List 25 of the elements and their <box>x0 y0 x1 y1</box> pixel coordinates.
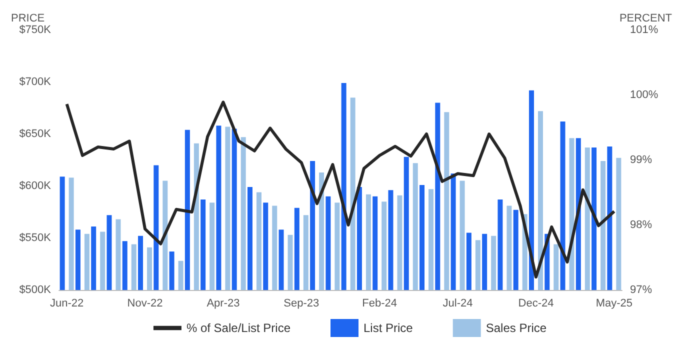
legend-label: Sales Price <box>486 321 547 335</box>
line-series <box>65 100 616 278</box>
y2-tick-label: 99% <box>630 154 652 166</box>
y2-tick-label: 100% <box>630 89 658 101</box>
y2-tick-label: 98% <box>630 219 652 231</box>
legend-label: List Price <box>364 321 414 335</box>
y2-tick-label: 97% <box>630 284 652 296</box>
y-axis-title: PRICE <box>11 12 45 24</box>
x-tick-label: Feb-24 <box>362 298 398 310</box>
x-tick-label: Jul-24 <box>442 298 473 310</box>
x-tick-label: Jun-22 <box>50 298 84 310</box>
y-tick-label: $750K <box>19 24 52 36</box>
y-tick-label: $700K <box>19 76 52 88</box>
x-tick-label: Sep-23 <box>284 298 320 310</box>
y2-axis-title: PERCENT <box>619 12 672 24</box>
y-tick-label: $500K <box>19 284 52 296</box>
x-tick-label: Nov-22 <box>127 298 163 310</box>
y2-tick-label: 101% <box>630 24 658 36</box>
y-tick-label: $550K <box>19 232 52 244</box>
y-tick-label: $600K <box>19 180 52 192</box>
legend-label: % of Sale/List Price <box>186 321 291 335</box>
x-tick-label: Apr-23 <box>206 298 240 310</box>
x-tick-label: Dec-24 <box>518 298 554 310</box>
x-tick-label: May-25 <box>596 298 633 310</box>
y-tick-label: $650K <box>19 128 52 140</box>
